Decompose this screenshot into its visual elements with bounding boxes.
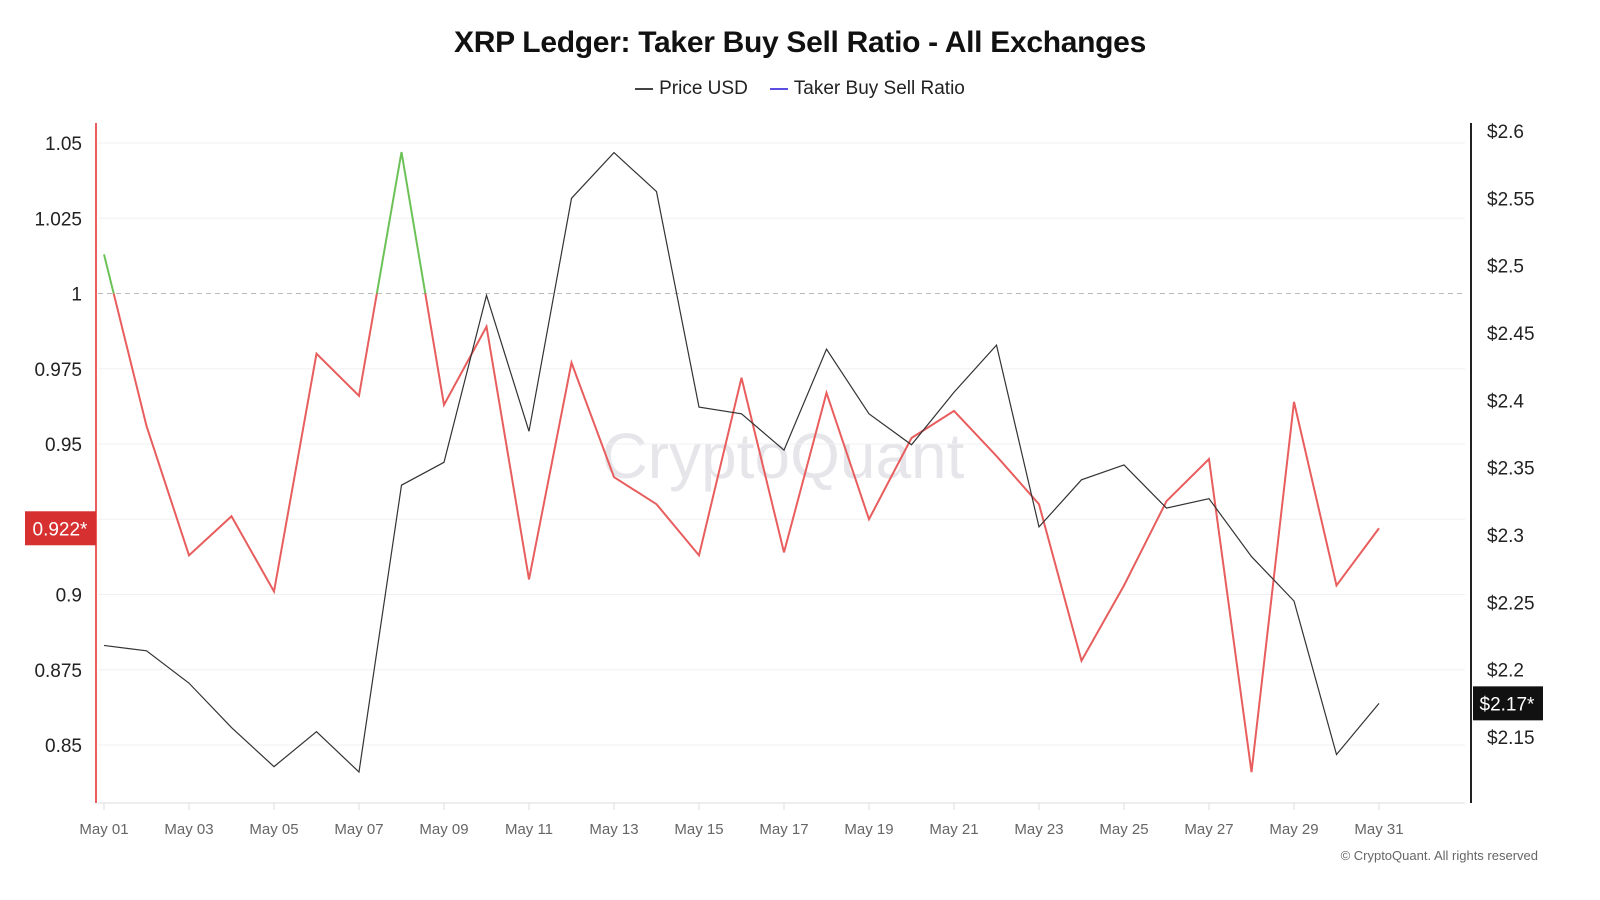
watermark-logo: CryptoQuant [602, 420, 965, 492]
right-axis-tick-label: $2.45 [1487, 324, 1535, 345]
right-axis-tick-label: $2.2 [1487, 661, 1524, 682]
current-ratio-badge [25, 511, 96, 546]
legend-item-price[interactable]: Price USD [635, 78, 748, 100]
x-axis-tick-label: May 09 [419, 821, 468, 838]
right-axis-tick-label: $2.6 [1487, 122, 1524, 143]
x-axis-tick-label: May 19 [844, 821, 893, 838]
ratio-line-below-1 [112, 293, 1380, 773]
x-axis-tick-label: May 15 [674, 821, 723, 838]
x-axis-tick-label: May 31 [1354, 821, 1403, 838]
legend-label-price: Price USD [659, 78, 748, 99]
x-axis-tick-label: May 23 [1014, 821, 1063, 838]
price-line [103, 151, 1380, 774]
legend: Price USD Taker Buy Sell Ratio [0, 78, 1600, 100]
left-axis-tick-label: 1.05 [45, 134, 82, 155]
legend-swatch-ratio [769, 88, 788, 90]
legend-label-ratio: Taker Buy Sell Ratio [793, 78, 965, 99]
left-axis-tick-label: 0.85 [45, 736, 82, 757]
chart-title: XRP Ledger: Taker Buy Sell Ratio - All E… [454, 26, 1146, 59]
x-axis-tick-label: May 07 [334, 821, 383, 838]
right-axis-tick-label: $2.55 [1487, 189, 1535, 210]
right-axis-tick-label: $2.35 [1487, 459, 1535, 480]
current-price-label: $2.17* [1480, 694, 1536, 715]
left-axis-tick-label: 0.875 [34, 661, 82, 682]
x-axis-tick-label: May 13 [589, 821, 638, 838]
right-axis-tick-label: $2.15 [1487, 728, 1535, 749]
right-axis-tick-label: $2.5 [1487, 257, 1524, 278]
x-axis-tick-label: May 21 [929, 821, 978, 838]
copyright-credit: © CryptoQuant. All rights reserved [1340, 848, 1538, 863]
right-axis-tick-label: $2.3 [1487, 526, 1524, 547]
x-axis-tick-label: May 01 [79, 821, 128, 838]
x-axis-tick-label: May 27 [1184, 821, 1233, 838]
x-axis-tick-label: May 03 [164, 821, 213, 838]
left-axis-tick-label: 0.975 [34, 360, 82, 381]
right-axis-tick-label: $2.25 [1487, 593, 1535, 614]
legend-swatch-price [635, 88, 654, 90]
right-axis-tick-label: $2.4 [1487, 391, 1524, 412]
left-axis-tick-label: 0.9 [56, 586, 82, 607]
current-price-badge [1473, 686, 1543, 721]
left-axis-tick-label: 1 [71, 285, 82, 306]
current-ratio-label: 0.922* [33, 519, 89, 540]
x-axis-tick-label: May 05 [249, 821, 298, 838]
legend-item-ratio[interactable]: Taker Buy Sell Ratio [769, 78, 965, 100]
left-axis-tick-label: 1.025 [34, 209, 82, 230]
x-axis-tick-label: May 25 [1099, 821, 1148, 838]
x-axis-tick-label: May 17 [759, 821, 808, 838]
x-axis-tick-label: May 11 [505, 821, 553, 838]
x-axis-tick-label: May 29 [1269, 821, 1318, 838]
left-axis-tick-label: 0.95 [45, 435, 82, 456]
